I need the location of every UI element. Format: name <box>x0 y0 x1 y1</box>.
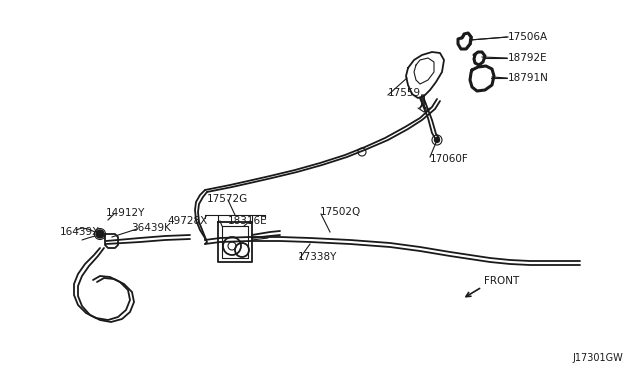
Text: J17301GW: J17301GW <box>572 353 623 363</box>
Text: 18791N: 18791N <box>508 73 549 83</box>
Text: 14912Y: 14912Y <box>106 208 145 218</box>
Text: 17559: 17559 <box>388 88 421 98</box>
Circle shape <box>435 138 440 142</box>
Text: 18316E: 18316E <box>228 216 268 226</box>
Text: FRONT: FRONT <box>484 276 519 286</box>
Text: 36439K: 36439K <box>131 223 171 233</box>
Text: 18792E: 18792E <box>508 53 548 63</box>
Text: 17506A: 17506A <box>508 32 548 42</box>
Text: 17502Q: 17502Q <box>320 207 361 217</box>
Text: 16439X: 16439X <box>60 227 100 237</box>
Text: 49728X: 49728X <box>167 216 207 226</box>
Text: 17572G: 17572G <box>207 194 248 204</box>
Text: 17060F: 17060F <box>430 154 468 164</box>
Text: 17338Y: 17338Y <box>298 252 337 262</box>
Circle shape <box>96 230 104 238</box>
